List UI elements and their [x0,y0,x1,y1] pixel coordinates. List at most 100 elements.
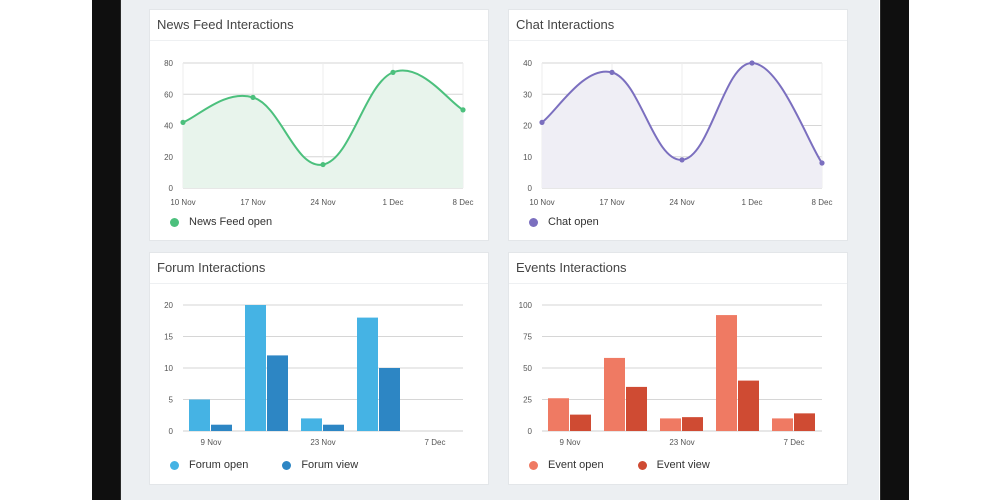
x-tick-label: 10 Nov [529,198,554,207]
legend-item[interactable]: Event open [529,459,604,471]
y-tick-label: 10 [164,364,173,373]
dashboard-screen: News Feed Interactions 0 20 40 60 80 10 Nov 17… [121,0,879,500]
x-tick-label: 9 Nov [201,438,222,447]
bar [301,418,322,431]
x-tick-label: 9 Nov [560,438,581,447]
y-tick-label: 75 [523,333,532,342]
chat-card: Chat Interactions 0 10 20 30 40 10 Nov 17 Nov 2… [508,9,848,241]
y-tick-label: 0 [528,184,533,193]
x-tick-label: 7 Dec [784,438,805,447]
bar [189,399,210,431]
legend-label: Chat open [548,216,599,228]
forum-chart: 0 5 10 15 20 9 Nov 23 Nov 7 Dec [164,301,463,447]
legend-swatch [170,460,179,470]
chat-legend: Chat open [529,216,633,228]
data-point [539,119,545,125]
x-tick-label: 10 Nov [170,198,195,207]
y-tick-label: 10 [523,153,532,162]
bar [570,414,591,431]
y-tick-label: 0 [169,184,174,193]
forum-legend: Forum open Forum view [170,459,392,471]
x-tick-label: 17 Nov [240,198,265,207]
bar [548,398,569,431]
x-tick-label: 1 Dec [742,198,763,207]
y-tick-label: 20 [164,153,173,162]
x-tick-label: 8 Dec [812,198,833,207]
y-tick-label: 40 [523,59,532,68]
chat-card-title: Chat Interactions [509,10,847,41]
legend-label: Event open [548,459,604,471]
legend-swatch [637,460,647,470]
bar [738,380,759,431]
data-point [609,69,615,75]
bar [626,386,647,431]
legend-label: Event view [656,459,710,471]
bar [682,417,703,431]
data-point [679,157,685,163]
device-frame-left [92,0,121,500]
events-chart: 0 25 50 75 100 9 Nov 23 Nov 7 Dec [519,301,822,447]
bar [357,317,378,431]
data-point [819,160,825,166]
legend-item[interactable]: News Feed open [170,216,272,228]
legend-item[interactable]: Forum view [282,459,358,471]
forum-card-title: Forum Interactions [150,253,488,284]
legend-item[interactable]: Chat open [529,216,599,228]
x-tick-label: 24 Nov [669,198,694,207]
bar [660,418,681,431]
y-tick-label: 40 [164,122,173,131]
legend-swatch [529,460,538,470]
chat-chart: 0 10 20 30 40 10 Nov 17 Nov 24 Nov 1 Dec 8 Dec [523,59,833,207]
events-card: Events Interactions 0 25 50 75 100 9 Nov 23 No… [508,252,848,485]
bar [716,315,737,431]
legend-label: News Feed open [189,216,273,228]
legend-label: Forum open [189,459,249,471]
y-tick-label: 50 [523,364,532,373]
x-tick-label: 7 Dec [425,438,446,447]
legend-swatch [170,217,179,227]
data-point [390,69,396,75]
news-feed-legend: News Feed open [170,216,306,228]
device-frame-right [880,0,909,500]
news-feed-chart: 0 20 40 60 80 10 Nov 17 Nov 24 Nov 1 Dec 8 Dec [164,59,474,207]
y-tick-label: 30 [523,90,532,99]
legend-swatch [282,460,292,470]
bar [604,357,625,431]
y-tick-label: 25 [523,396,532,405]
bar [267,355,288,431]
data-point [250,94,256,100]
y-tick-label: 0 [169,427,174,436]
legend-item[interactable]: Forum open [170,459,248,471]
data-point [320,161,326,168]
x-tick-label: 23 Nov [669,438,694,447]
events-legend: Event open Event view [529,459,744,471]
forum-card: Forum Interactions 0 5 10 15 20 9 Nov 23 Nov 7 … [149,252,489,485]
y-tick-label: 100 [519,301,533,310]
legend-item[interactable]: Event view [637,459,710,471]
y-tick-label: 5 [169,396,174,405]
bar [794,413,815,431]
bar [772,418,793,431]
y-tick-label: 20 [523,122,532,131]
y-tick-label: 20 [164,301,173,310]
bar [323,424,344,431]
news-feed-card: News Feed Interactions 0 20 40 60 80 10 Nov 17… [149,9,489,241]
x-tick-label: 24 Nov [310,198,335,207]
x-tick-label: 23 Nov [310,438,335,447]
legend-swatch [529,217,538,227]
data-point [749,60,755,66]
x-tick-label: 17 Nov [599,198,624,207]
events-card-title: Events Interactions [509,253,847,284]
x-tick-label: 8 Dec [453,198,474,207]
news-feed-card-title: News Feed Interactions [150,10,488,41]
y-tick-label: 0 [528,427,533,436]
y-tick-label: 80 [164,59,173,68]
data-point [180,119,186,125]
bar [211,424,232,431]
data-point [460,107,466,113]
legend-label: Forum view [301,459,359,471]
y-tick-label: 60 [164,90,173,99]
series-area [542,62,822,188]
bar [245,305,266,431]
x-tick-label: 1 Dec [383,198,404,207]
